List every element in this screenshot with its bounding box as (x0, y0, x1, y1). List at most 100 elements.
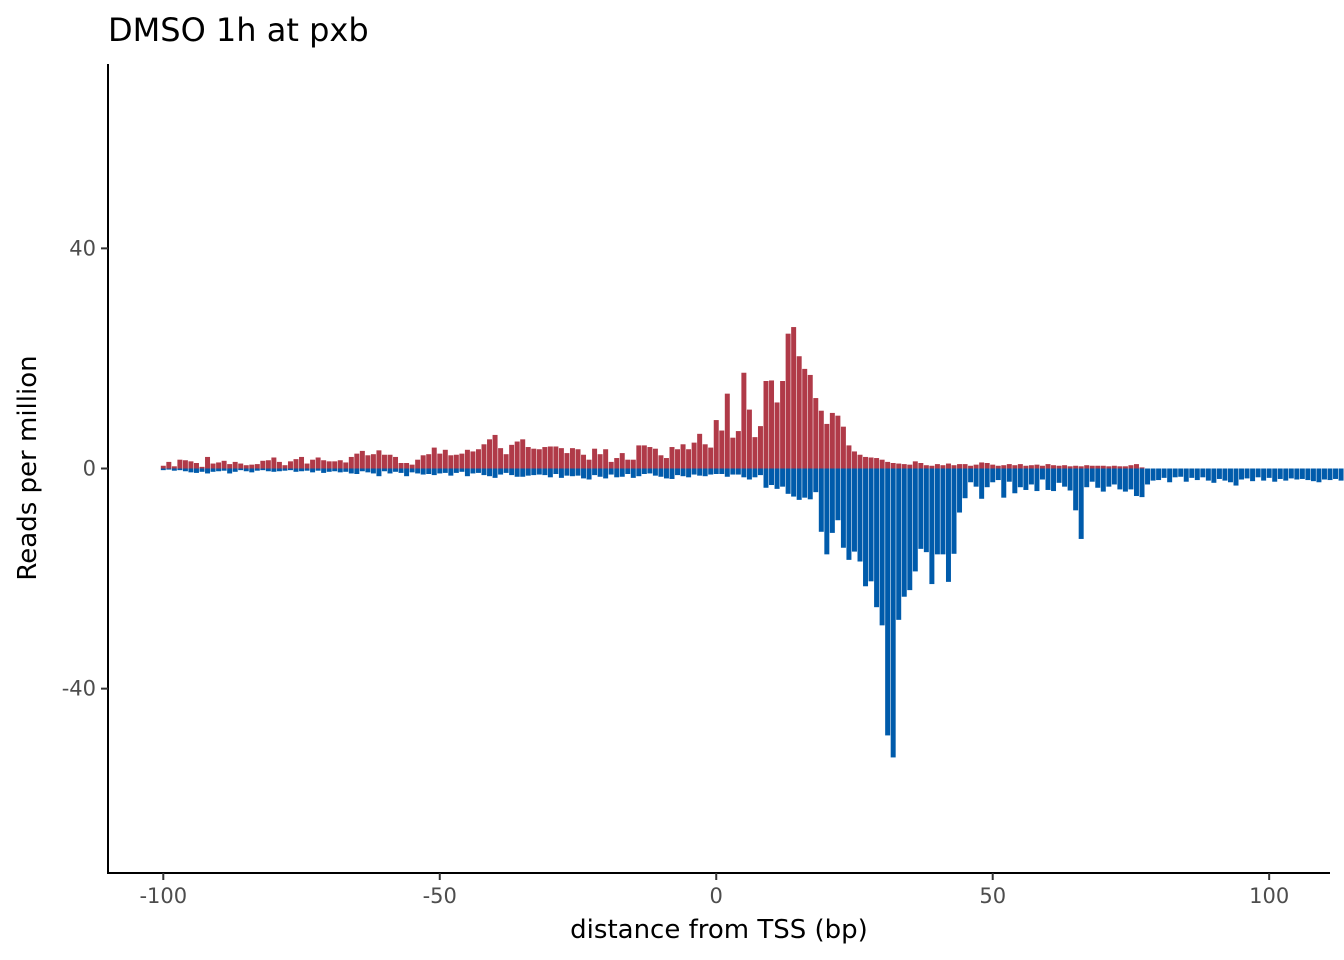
positive-strand-bar (608, 461, 614, 469)
negative-strand-bar (669, 468, 675, 479)
negative-strand-bar (923, 468, 929, 553)
positive-strand-bar (210, 463, 216, 469)
negative-strand-bar (210, 468, 216, 472)
positive-strand-bar (713, 420, 719, 469)
negative-strand-bar (581, 468, 587, 479)
negative-strand-bar (453, 468, 459, 473)
negative-strand-bar (619, 468, 625, 477)
positive-strand-bar (1023, 465, 1029, 469)
negative-strand-bar (160, 468, 166, 471)
negative-strand-bar (1294, 468, 1300, 480)
negative-strand-bar (304, 468, 310, 471)
positive-strand-bar (807, 374, 813, 469)
positive-strand-bar (205, 456, 211, 469)
negative-strand-bar (431, 468, 437, 476)
negative-strand-bar (1172, 468, 1178, 478)
positive-strand-bar (188, 461, 194, 469)
negative-strand-bar (697, 468, 703, 476)
negative-strand-bar (171, 468, 177, 471)
positive-strand-bar (630, 459, 636, 469)
positive-strand-bar (531, 448, 537, 469)
negative-strand-bar (177, 468, 183, 471)
negative-strand-bar (597, 468, 603, 477)
negative-strand-bar (442, 468, 448, 473)
negative-strand-bar (1239, 468, 1245, 480)
positive-strand-bar (404, 463, 410, 469)
positive-strand-bar (1056, 465, 1062, 469)
positive-strand-bar (1006, 464, 1012, 469)
negative-strand-bar (652, 468, 658, 476)
negative-strand-bar (354, 468, 360, 474)
negative-strand-bar (1272, 468, 1278, 482)
positive-strand-bar (923, 465, 929, 469)
positive-strand-bar (1089, 465, 1095, 469)
negative-strand-bar (437, 468, 443, 474)
positive-strand-bar (918, 463, 924, 469)
negative-strand-bar (1205, 468, 1211, 481)
negative-strand-bar (868, 468, 874, 582)
positive-strand-bar (757, 426, 763, 469)
negative-strand-bar (929, 468, 935, 585)
negative-strand-bar (1255, 468, 1261, 478)
negative-strand-bar (636, 468, 642, 477)
positive-strand-bar (962, 464, 968, 469)
negative-strand-bar (260, 468, 266, 471)
negative-strand-bar (1310, 468, 1316, 482)
negative-strand-bar (531, 468, 537, 476)
positive-strand-bar (547, 446, 553, 469)
negative-strand-bar (481, 468, 487, 476)
negative-strand-bar (774, 468, 780, 489)
positive-strand-bar (896, 463, 902, 469)
positive-strand-bar (381, 454, 387, 469)
negative-strand-bar (1001, 468, 1007, 498)
positive-strand-bar (282, 465, 288, 469)
negative-strand-bar (752, 468, 758, 478)
positive-strand-bar (409, 464, 415, 469)
positive-strand-bar (652, 448, 658, 469)
negative-strand-bar (464, 468, 470, 477)
negative-strand-bar (321, 468, 327, 473)
negative-strand-bar (1189, 468, 1195, 478)
positive-strand-bar (464, 449, 470, 469)
negative-strand-bar (824, 468, 830, 555)
positive-strand-bar (514, 441, 520, 469)
positive-strand-bar (348, 456, 354, 469)
negative-strand-bar (332, 468, 338, 472)
positive-strand-bar (663, 458, 669, 469)
positive-strand-bar (503, 454, 509, 469)
negative-strand-bar (310, 468, 316, 473)
negative-strand-bar (608, 468, 614, 475)
negative-strand-bar (265, 468, 271, 472)
negative-strand-bar (547, 468, 553, 478)
negative-strand-bar (951, 468, 957, 554)
positive-strand-bar (520, 439, 526, 469)
positive-strand-bar (1095, 465, 1101, 469)
negative-strand-bar (647, 468, 653, 474)
positive-strand-bar (603, 449, 609, 469)
negative-strand-bar (1056, 468, 1062, 483)
negative-strand-bar (381, 468, 387, 472)
positive-strand-bar (249, 464, 255, 469)
y-axis-ticks: -40 0 40 (62, 236, 108, 701)
negative-strand-bar (1078, 468, 1084, 539)
positive-strand-bar (940, 465, 946, 469)
negative-strand-bar (503, 468, 509, 473)
positive-strand-bar (459, 453, 465, 469)
positive-strand-bar (973, 464, 979, 469)
positive-strand-bar (199, 466, 205, 469)
positive-strand-bar (791, 327, 797, 469)
negative-strand-bar (846, 468, 852, 560)
positive-strand-bar (271, 457, 277, 469)
negative-strand-bar (719, 468, 725, 474)
positive-strand-bar (592, 448, 598, 469)
negative-strand-bar (1233, 468, 1239, 486)
positive-strand-bar (581, 454, 587, 469)
negative-strand-bar (945, 468, 951, 582)
positive-strand-bar (879, 459, 885, 469)
negative-strand-bar (1100, 468, 1106, 492)
negative-strand-bar (1161, 468, 1167, 478)
y-tick-label: 40 (69, 236, 96, 260)
negative-strand-bar (1145, 468, 1151, 485)
negative-strand-bar (1039, 468, 1045, 480)
positive-strand-bar (691, 442, 697, 469)
